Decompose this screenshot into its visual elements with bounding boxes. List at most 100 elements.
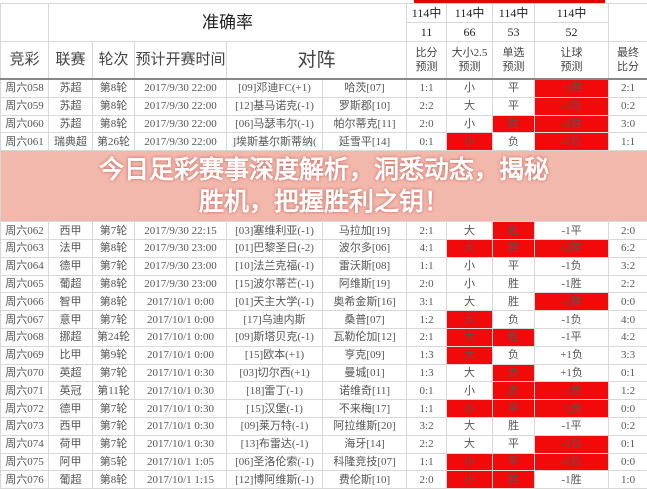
header-round: 轮次 [93,42,135,80]
cell-single: 负 [493,311,535,329]
cell-final: 0:2 [609,97,647,115]
cell-ou: 小 [447,257,493,275]
cell-league: 瑞典超 [49,133,93,151]
cell-single: 平 [493,400,535,418]
cell-away: 罗斯郡[10] [323,97,407,115]
cell-away: 波尔多[06] [323,239,407,257]
cell-away: 费伦斯[10] [323,471,407,489]
cell-score-pred: 1:3 [407,364,447,382]
accuracy-top: 114中 [407,4,447,23]
header-red-bar [414,0,605,3]
cell-single: 胜 [493,328,535,346]
cell-single: 胜 [493,275,535,293]
cell-league: 英超 [49,364,93,382]
cell-score-pred: 1:1 [407,257,447,275]
cell-home: [01]天主大学(-1) [227,293,323,311]
cell-id: 周六071 [1,382,49,400]
cell-final: 3:2 [609,257,647,275]
cell-home: [09]斯塔贝克(-1) [227,328,323,346]
cell-id: 周六063 [1,239,49,257]
cell-final: 3:0 [609,115,647,133]
cell-league: 德甲 [49,257,93,275]
accuracy-top: 114中 [535,4,609,23]
cell-home: [18]雷丁(-1) [227,382,323,400]
cell-league: 英冠 [49,382,93,400]
cell-home: [06]圣洛伦索(-1) [227,453,323,471]
cell-round: 第5轮 [93,453,135,471]
cell-ou: 小 [447,133,493,151]
accuracy-label: 准确率 [49,4,407,42]
cell-ou: 小 [447,471,493,489]
cell-ou: 大 [447,239,493,257]
cell-away: 曼城[01] [323,364,407,382]
cell-handicap: -1负 [535,453,609,471]
cell-final: 4:0 [609,311,647,329]
cell-handicap: -1负 [535,133,609,151]
cell-score-pred: 1:2 [407,311,447,329]
cell-time: 2017/10/1 0:30 [135,382,227,400]
cell-ou: 大 [447,293,493,311]
cell-handicap: -1负 [535,435,609,453]
cell-id: 周六075 [1,453,49,471]
cell-score-pred: 2:2 [407,435,447,453]
cell-league: 葡超 [49,471,93,489]
cell-id: 周六059 [1,97,49,115]
cell-handicap: -1负 [535,400,609,418]
cell-final: 2:2 [609,275,647,293]
header-final: 最终 比分 [609,42,647,80]
cell-handicap: -1负 [535,97,609,115]
cell-home: [06]马瑟韦尔(-1) [227,115,323,133]
cell-single: 平 [493,79,535,97]
cell-home: [03]塞维利亚(-1) [227,222,323,240]
cell-single: 胜 [493,239,535,257]
cell-away: 海牙[14] [323,435,407,453]
cell-id: 周六069 [1,346,49,364]
cell-ou: 小 [447,382,493,400]
cell-home: [03]切尔西(+1) [227,364,323,382]
cell-home: [01]巴黎圣日(-2) [227,239,323,257]
cell-id: 周六073 [1,417,49,435]
cell-score-pred: 3:2 [407,417,447,435]
cell-ou: 大 [447,311,493,329]
cell-league: 荷甲 [49,435,93,453]
cell-round: 第11轮 [93,382,135,400]
cell-single: 胜 [493,293,535,311]
cell-ou: 大 [447,328,493,346]
blank-cell [609,4,647,42]
cell-id: 周六060 [1,115,49,133]
header-jingcai: 竞彩 [1,42,49,80]
cell-round: 第8轮 [93,471,135,489]
accuracy-bottom: 66 [447,23,493,42]
header-ou-pred: 大小2.5 预测 [447,42,493,80]
cell-league: 苏超 [49,97,93,115]
header-score-pred: 比分 预测 [407,42,447,80]
cell-final: 6:2 [609,239,647,257]
cell-final: 0:0 [609,293,647,311]
cell-home: [12]博阿维斯(-1) [227,471,323,489]
cell-league: 德甲 [49,400,93,418]
cell-away: 帕尔蒂克[11] [323,115,407,133]
cell-id: 周六072 [1,400,49,418]
cell-home: ]埃斯基尔斯蒂纳( [227,133,323,151]
cell-ou: 小 [447,115,493,133]
cell-ou: 大 [447,435,493,453]
cell-time: 2017/9/30 22:00 [135,133,227,151]
cell-single: 平 [493,453,535,471]
cell-ou: 大 [447,417,493,435]
cell-handicap: +1胜 [535,79,609,97]
accuracy-bottom: 52 [535,23,609,42]
cell-home: [17]乌迪内斯 [227,311,323,329]
cell-time: 2017/10/1 0:00 [135,293,227,311]
cell-single: 负 [493,346,535,364]
cell-id: 周六062 [1,222,49,240]
cell-league: 智甲 [49,293,93,311]
cell-time: 2017/9/30 22:15 [135,222,227,240]
cell-round: 第7轮 [93,364,135,382]
